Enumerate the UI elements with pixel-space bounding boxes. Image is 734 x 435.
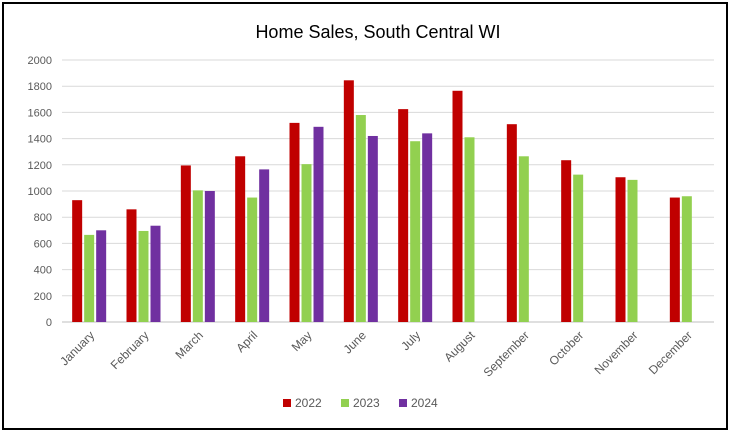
bar-2024-february [150,225,161,322]
legend-label-2022: 2022 [295,396,322,410]
bar-2023-july [410,141,421,322]
bar-2023-february [138,230,149,322]
legend-swatch-2023 [341,399,349,407]
y-tick-label: 1600 [28,107,52,119]
y-tick-label: 600 [34,238,52,250]
y-tick-label: 0 [46,317,52,329]
bar-2024-june [367,135,378,322]
bar-2023-march [192,190,203,322]
x-tick-label: May [289,328,315,354]
x-tick-label: June [341,328,370,357]
bar-2023-april [247,197,258,322]
bar-2022-march [180,165,191,322]
y-tick-label: 1000 [28,186,52,198]
x-tick-label: July [398,328,423,353]
y-tick-label: 800 [34,212,52,224]
y-tick-label: 400 [34,265,52,277]
bar-2022-may [289,122,300,322]
x-tick-label: August [441,328,478,365]
bar-2022-october [561,160,572,322]
x-tick-label: February [108,328,152,372]
y-tick-label: 2000 [28,55,52,67]
bar-2022-july [398,109,409,322]
x-tick-label: April [233,328,260,355]
x-tick-label: September [481,328,532,379]
bar-2023-december [681,196,692,322]
y-tick-label: 1400 [28,134,52,146]
legend-label-2023: 2023 [353,396,380,410]
bar-2024-april [259,169,270,322]
bar-2023-october [573,174,584,322]
bar-2022-february [126,209,137,322]
legend-swatch-2024 [399,399,407,407]
bar-2022-january [72,200,83,322]
bar-2022-august [452,90,463,322]
bar-2022-april [235,156,246,322]
bar-2022-december [669,197,680,322]
x-tick-label: January [57,328,97,368]
bars [72,80,692,323]
bar-2024-january [96,230,107,322]
y-tick-label: 1200 [28,160,52,172]
bar-2023-june [355,115,366,323]
bar-2023-november [627,179,638,322]
x-tick-label: November [592,328,641,377]
x-tick-label: March [172,328,205,361]
bar-2024-march [204,191,215,322]
y-axis-ticks: 0 200 400 600 800 1000 1200 1400 1600 1800 2000 [28,55,52,329]
legend-label-2024: 2024 [411,396,438,410]
x-tick-label: December [646,328,695,377]
y-tick-label: 200 [34,291,52,303]
bar-2022-september [506,124,517,322]
chart-title: Home Sales, South Central WI [255,22,500,42]
bar-2023-january [84,234,95,322]
x-axis-labels: January February March April May June July Augu… [57,328,695,380]
bar-2023-august [464,137,475,322]
gridlines [62,59,714,323]
y-tick-label: 1800 [28,81,52,93]
bar-2024-july [422,133,433,322]
bar-2023-september [518,156,529,322]
bar-2022-june [343,80,354,323]
bar-2023-may [301,164,312,322]
x-tick-label: October [546,328,586,368]
legend-swatch-2022 [283,399,291,407]
bar-2024-may [313,126,324,322]
bar-2022-november [615,177,626,322]
legend: 2022 2023 2024 [283,396,438,410]
